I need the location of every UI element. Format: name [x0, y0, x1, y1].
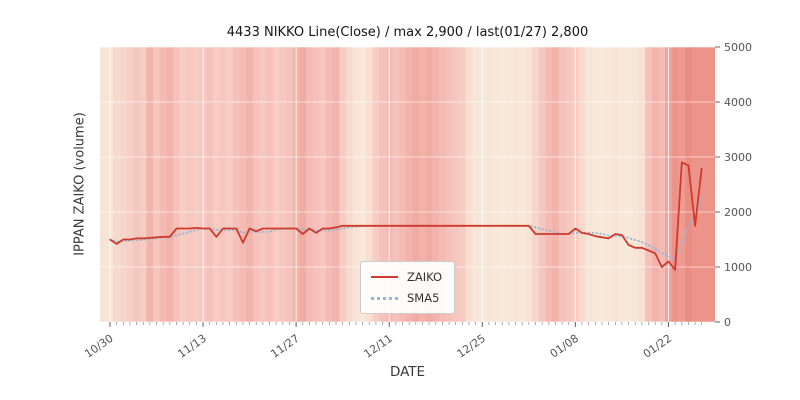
zaiko-line-swatch-icon	[371, 276, 398, 278]
svg-text:11/27: 11/27	[268, 332, 301, 361]
legend: ZAIKO SMA5	[360, 261, 456, 314]
sma5-line-swatch-icon	[371, 296, 398, 300]
legend-item-sma5: SMA5	[371, 291, 442, 305]
y-axis-label: IPPAN ZAIKO (volume)	[72, 112, 88, 256]
svg-text:01/22: 01/22	[641, 332, 674, 361]
svg-text:2000: 2000	[724, 206, 752, 219]
svg-text:4000: 4000	[724, 96, 752, 109]
x-axis-label: DATE	[389, 364, 426, 380]
svg-text:11/13: 11/13	[175, 332, 208, 361]
svg-text:0: 0	[724, 316, 731, 329]
svg-text:3000: 3000	[724, 151, 752, 164]
svg-text:01/08: 01/08	[548, 332, 581, 361]
svg-text:12/25: 12/25	[455, 332, 488, 361]
legend-item-zaiko: ZAIKO	[371, 270, 442, 284]
svg-text:12/11: 12/11	[362, 332, 395, 361]
svg-text:10/30: 10/30	[82, 332, 115, 361]
chart-title: 4433 NIKKO Line(Close) / max 2,900 / las…	[226, 25, 589, 40]
svg-text:1000: 1000	[724, 261, 752, 274]
legend-label-sma5: SMA5	[407, 291, 440, 305]
legend-label-zaiko: ZAIKO	[407, 270, 443, 284]
svg-text:5000: 5000	[724, 41, 752, 54]
